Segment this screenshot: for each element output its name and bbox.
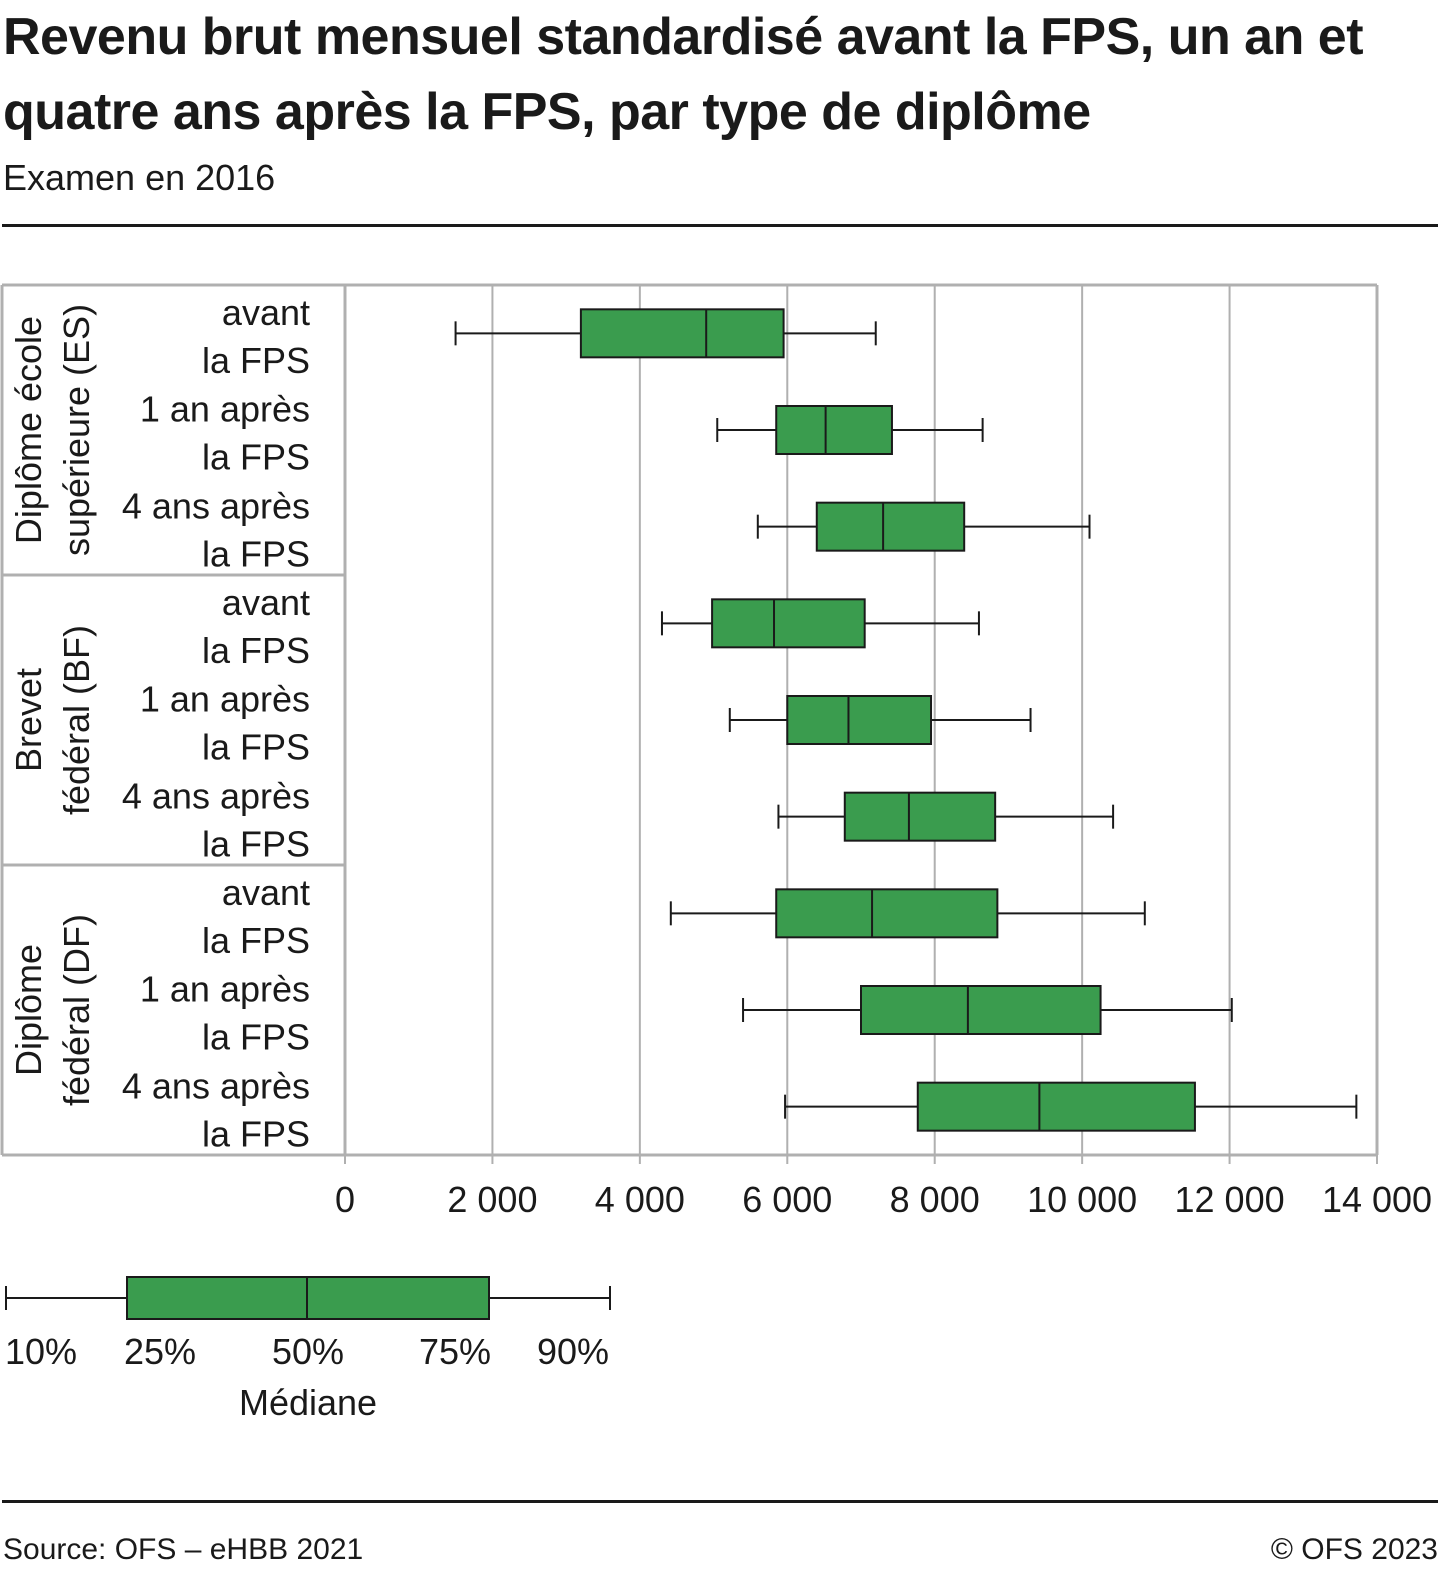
iqr-box bbox=[775, 888, 999, 939]
legend: 10% 25% 50% 75% 90% Médiane bbox=[5, 1276, 611, 1423]
x-tick-label: 10 000 bbox=[1027, 1179, 1137, 1220]
group-label: Brevet fédéral (BF) bbox=[8, 625, 97, 815]
bottom-divider bbox=[2, 1500, 1438, 1503]
row-label: 4 ans après bbox=[122, 485, 310, 526]
iqr-box bbox=[711, 598, 866, 649]
chart-subtitle: Examen en 2016 bbox=[3, 157, 276, 198]
iqr-box bbox=[775, 405, 893, 455]
group-label-line: Diplôme bbox=[8, 944, 49, 1076]
row-label: la FPS bbox=[202, 630, 310, 671]
row-label: la FPS bbox=[202, 533, 310, 574]
x-tick-label: 12 000 bbox=[1175, 1179, 1285, 1220]
group-label-line: Brevet bbox=[8, 668, 49, 772]
row-label: 1 an après bbox=[140, 679, 310, 720]
group-2: Brevet fédéral (BF) avant la FPS 1 an après l… bbox=[2, 573, 1115, 864]
box-row: 4 ans après la FPS bbox=[122, 1065, 1358, 1154]
legend-label: 75% bbox=[419, 1331, 491, 1372]
group-label-line: fédéral (DF) bbox=[56, 914, 97, 1106]
row-label: avant bbox=[222, 292, 310, 333]
chart-title: Revenu brut mensuel standardisé avant la… bbox=[3, 8, 1364, 141]
row-label: la FPS bbox=[202, 1017, 310, 1058]
row-label: 4 ans après bbox=[122, 1065, 310, 1106]
box-row: 1 an après la FPS bbox=[140, 969, 1233, 1058]
group-label: Diplôme école supérieure (ES) bbox=[8, 304, 97, 556]
row-label: la FPS bbox=[202, 823, 310, 864]
iqr-box bbox=[916, 1081, 1196, 1132]
x-tick-label: 14 000 bbox=[1322, 1179, 1432, 1220]
box-row: avant la FPS bbox=[202, 582, 980, 671]
iqr-box bbox=[579, 308, 785, 359]
box-row: avant la FPS bbox=[202, 872, 1146, 961]
row-label: la FPS bbox=[202, 340, 310, 381]
group-label-line: supérieure (ES) bbox=[56, 304, 97, 556]
top-divider bbox=[2, 224, 1438, 227]
x-axis: 0 2 000 4 000 6 000 8 000 10 000 12 000 14 000 bbox=[335, 1155, 1432, 1220]
row-label: la FPS bbox=[202, 1113, 310, 1154]
x-tick-label: 2 000 bbox=[447, 1179, 537, 1220]
row-label: 4 ans après bbox=[122, 775, 310, 816]
iqr-box bbox=[843, 791, 997, 842]
legend-label: 50% bbox=[272, 1331, 344, 1372]
copyright-note: © OFS 2023 bbox=[1270, 1533, 1438, 1566]
legend-median-label: Médiane bbox=[239, 1382, 377, 1423]
box-row: 4 ans après la FPS bbox=[122, 485, 1091, 574]
row-label: avant bbox=[222, 582, 310, 623]
group-label: Diplôme fédéral (DF) bbox=[8, 914, 97, 1106]
row-label: 1 an après bbox=[140, 389, 310, 430]
box-row: 1 an après la FPS bbox=[140, 679, 1032, 768]
x-tick-label: 8 000 bbox=[890, 1179, 980, 1220]
x-tick-label: 0 bbox=[335, 1179, 355, 1220]
row-label: la FPS bbox=[202, 727, 310, 768]
row-label: avant bbox=[222, 872, 310, 913]
legend-label: 25% bbox=[124, 1331, 196, 1372]
row-label: 1 an après bbox=[140, 969, 310, 1010]
box-row: 4 ans après la FPS bbox=[122, 775, 1115, 864]
row-label: la FPS bbox=[202, 920, 310, 961]
x-tick-label: 6 000 bbox=[742, 1179, 832, 1220]
boxplot-chart: 0 2 000 4 000 6 000 8 000 10 000 12 000 14 000 D… bbox=[0, 283, 1432, 1423]
iqr-box bbox=[815, 501, 966, 552]
legend-label: 10% bbox=[5, 1331, 77, 1372]
legend-label: 90% bbox=[537, 1331, 609, 1372]
iqr-box bbox=[786, 695, 933, 745]
row-label: la FPS bbox=[202, 437, 310, 478]
group-label-line: fédéral (BF) bbox=[56, 625, 97, 815]
source-note: Source: OFS – eHBB 2021 bbox=[3, 1533, 364, 1566]
x-tick-label: 4 000 bbox=[595, 1179, 685, 1220]
chart-frame bbox=[0, 283, 1379, 1157]
group-label-line: Diplôme école bbox=[8, 316, 49, 544]
iqr-box bbox=[860, 985, 1102, 1035]
box-row: 1 an après la FPS bbox=[140, 389, 984, 478]
box-row: avant la FPS bbox=[202, 292, 877, 381]
